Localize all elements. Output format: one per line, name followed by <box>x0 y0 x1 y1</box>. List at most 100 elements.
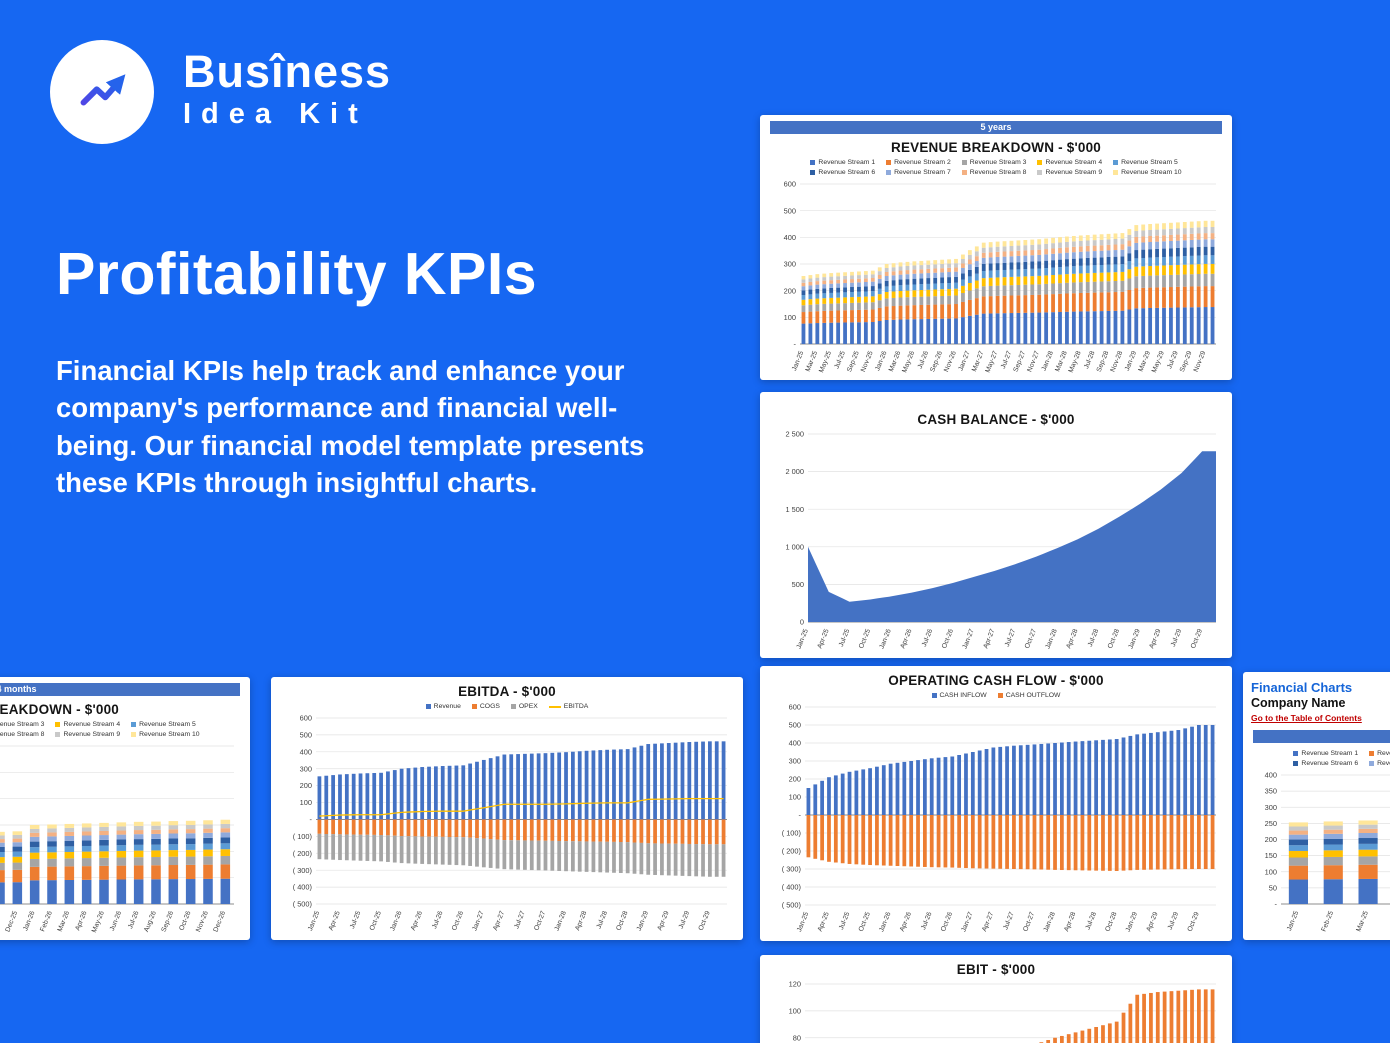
svg-text:Jul-28: Jul-28 <box>596 910 610 930</box>
revenue-breakdown-24m-chart: 24 months REVENUE BREAKDOWN - $'000 Revenu… <box>0 683 242 934</box>
legend-label: CASH INFLOW <box>939 692 987 699</box>
chart-plot: 600500400300200100-Jan-25Feb-25Mar-25Apr… <box>0 741 242 934</box>
svg-text:Jul-29: Jul-29 <box>678 910 692 930</box>
legend-marker <box>131 722 137 727</box>
svg-text:Jul-28: Jul-28 <box>1087 628 1101 648</box>
chart-plot: 2 500 2 000 1 500 1 000 500 0 Jan-25 Apr-25 Jul-… <box>768 429 1224 652</box>
svg-text:Sep-26: Sep-26 <box>160 910 175 933</box>
brand-logo <box>50 40 154 144</box>
svg-text:100: 100 <box>784 313 796 322</box>
legend-item: CASH OUTFLOW <box>997 691 1060 700</box>
chart-period-header <box>1253 730 1390 743</box>
table-of-contents-link[interactable]: Go to the Table of Contents <box>1251 713 1362 723</box>
svg-text:250: 250 <box>1265 819 1277 828</box>
svg-text:100: 100 <box>300 798 312 807</box>
svg-text:400: 400 <box>300 747 312 756</box>
svg-text:Nov-28: Nov-28 <box>1110 350 1125 373</box>
chart-legend: CASH INFLOW CASH OUTFLOW <box>768 691 1224 700</box>
svg-text:May-26: May-26 <box>91 910 106 934</box>
svg-text:( 500): ( 500) <box>293 900 312 909</box>
svg-text:May-25: May-25 <box>818 350 833 374</box>
svg-text:300: 300 <box>789 757 801 766</box>
svg-text:Jan-29: Jan-29 <box>1125 911 1139 933</box>
legend-label: Revenue Stream 6 <box>818 169 876 176</box>
legend-label: Revenue Stream 2 <box>894 159 951 166</box>
svg-text:500: 500 <box>792 580 804 589</box>
legend-marker <box>131 732 137 737</box>
chart-title: OPERATING CASH FLOW - $'000 <box>888 673 1104 688</box>
svg-text:Sep-27: Sep-27 <box>1012 350 1027 373</box>
svg-text:300: 300 <box>784 260 796 269</box>
svg-text:Nov-26: Nov-26 <box>943 350 958 373</box>
svg-text:Oct-25: Oct-25 <box>858 628 872 650</box>
chart-title: REVENUE BREAKDOWN - $'000 <box>0 702 119 717</box>
svg-text:May-27: May-27 <box>984 350 999 374</box>
svg-text:400: 400 <box>784 233 796 242</box>
svg-text:May-29: May-29 <box>1151 350 1166 374</box>
svg-text:2 000: 2 000 <box>786 467 805 476</box>
legend-item: Revenue Stream 6 <box>1293 759 1358 768</box>
operating-cash-flow-chart: OPERATING CASH FLOW - $'000 CASH INFLOW CA… <box>768 672 1224 935</box>
svg-text:Sep-28: Sep-28 <box>1096 350 1111 373</box>
legend-label: Revenue Stream 10 <box>139 731 200 738</box>
svg-text:( 500): ( 500) <box>782 901 801 910</box>
legend-marker <box>55 732 61 737</box>
svg-text:100: 100 <box>789 793 801 802</box>
svg-text:Jan-26: Jan-26 <box>22 910 36 932</box>
svg-text:-: - <box>310 815 313 824</box>
svg-text:600: 600 <box>789 703 801 712</box>
svg-text:Apr-26: Apr-26 <box>899 911 913 933</box>
svg-text:Mar-29: Mar-29 <box>1137 350 1152 373</box>
chart-title: EBITDA - $'000 <box>458 684 556 699</box>
svg-text:400: 400 <box>789 739 801 748</box>
legend-marker <box>1293 761 1299 766</box>
chart-plot: 600 500 400 300 200 100 - ( 100) ( 200) ( 300) ( 4… <box>279 713 735 934</box>
svg-text:200: 200 <box>784 286 796 295</box>
svg-text:Jul-25: Jul-25 <box>833 350 847 370</box>
svg-text:Mar-27: Mar-27 <box>971 350 986 373</box>
svg-text:Jul-25: Jul-25 <box>838 911 852 931</box>
svg-text:Jan-27: Jan-27 <box>957 350 971 372</box>
svg-text:Apr-26: Apr-26 <box>410 910 424 932</box>
svg-text:Apr-25: Apr-25 <box>816 628 830 650</box>
svg-text:Jul-29: Jul-29 <box>1166 350 1180 370</box>
svg-text:Jul-26: Jul-26 <box>917 350 931 370</box>
svg-text:Jul-26: Jul-26 <box>431 910 445 930</box>
svg-text:Apr-27: Apr-27 <box>981 911 995 933</box>
svg-text:( 200): ( 200) <box>782 847 801 856</box>
svg-text:Oct-28: Oct-28 <box>1104 911 1118 933</box>
svg-text:Mar-28: Mar-28 <box>1054 350 1069 373</box>
svg-text:Mar-26: Mar-26 <box>57 910 72 933</box>
svg-text:100: 100 <box>1265 867 1277 876</box>
legend-label: Revenue Stream 5 <box>139 721 196 728</box>
svg-text:500: 500 <box>789 721 801 730</box>
chart-canvas: 12010080604020-( 20)( 40)Jan-25Apr-25Jul… <box>789 980 1216 1043</box>
legend-item: Revenue Stream 3 <box>961 158 1026 167</box>
svg-text:Jul-28: Jul-28 <box>1085 911 1099 931</box>
svg-text:-: - <box>1275 900 1278 909</box>
legend-item: CASH INFLOW <box>931 691 987 700</box>
svg-text:Oct-26: Oct-26 <box>178 910 192 932</box>
svg-text:600: 600 <box>784 180 796 189</box>
svg-text:Jul-26: Jul-26 <box>127 910 141 930</box>
legend-marker <box>997 693 1003 698</box>
chart-card-revenue-breakdown-24m: 24 months REVENUE BREAKDOWN - $'000 Revenu… <box>0 677 250 940</box>
svg-text:Jan-28: Jan-28 <box>1041 350 1055 372</box>
legend-label: Revenue Stream 1 <box>1301 750 1359 757</box>
legend-marker <box>471 704 477 709</box>
svg-text:Oct-28: Oct-28 <box>615 910 629 932</box>
svg-text:Feb-26: Feb-26 <box>39 910 54 933</box>
legend-label: Revenue Stream 4 <box>1045 159 1103 166</box>
svg-text:May-28: May-28 <box>1068 350 1083 374</box>
ebitda-chart: EBITDA - $'000 Revenue COGS OPEX EBITDA 600 50… <box>279 683 735 934</box>
legend-item: Revenue Stream 2 <box>886 158 951 167</box>
brand-name: Busîness Idea Kit <box>183 48 391 131</box>
chart-card-operating-cash-flow: OPERATING CASH FLOW - $'000 CASH INFLOW CA… <box>760 666 1232 941</box>
svg-text:100: 100 <box>789 1006 801 1015</box>
legend-item: Revenue Stream 7 <box>886 168 951 177</box>
svg-text:Jul-26: Jul-26 <box>920 911 934 931</box>
svg-text:Feb-25: Feb-25 <box>1321 910 1336 933</box>
